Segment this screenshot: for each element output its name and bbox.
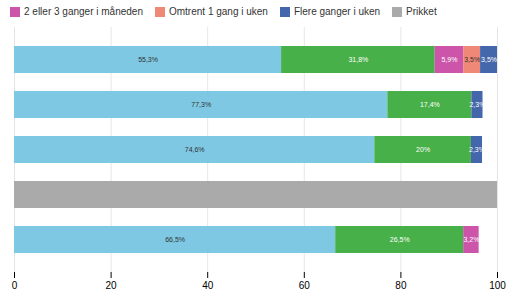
svg-text:60: 60: [299, 280, 311, 291]
svg-text:80: 80: [395, 280, 407, 291]
svg-text:66,5%: 66,5%: [165, 236, 185, 243]
svg-text:74,6%: 74,6%: [185, 146, 205, 153]
svg-text:31,8%: 31,8%: [348, 56, 368, 63]
svg-text:55,3%: 55,3%: [138, 56, 158, 63]
html-text:Flere ganger i uken: Flere ganger i uken: [293, 6, 381, 17]
svg-text:3,5%: 3,5%: [464, 56, 480, 63]
svg-text:26,5%: 26,5%: [390, 236, 410, 243]
html-text:Omtrent 1 gang i uken: Omtrent 1 gang i uken: [169, 6, 268, 17]
svg-text:17,4%: 17,4%: [420, 101, 440, 108]
html-text:Prikket: Prikket: [406, 6, 437, 17]
svg-text:5,9%: 5,9%: [441, 56, 457, 63]
svg-text:3,5%: 3,5%: [481, 56, 497, 63]
svg-text:20: 20: [106, 280, 118, 291]
svg-text:2,3%: 2,3%: [469, 146, 485, 153]
svg-text:20%: 20%: [416, 146, 430, 153]
html-text:2 eller 3 ganger i måneden: 2 eller 3 ganger i måneden: [24, 6, 143, 17]
svg-text:77,3%: 77,3%: [191, 101, 211, 108]
svg-text:0: 0: [12, 280, 18, 291]
svg-text:40: 40: [202, 280, 214, 291]
svg-text:2,3%: 2,3%: [469, 101, 485, 108]
svg-text:3,2%: 3,2%: [463, 236, 479, 243]
svg-text:100: 100: [489, 280, 506, 291]
